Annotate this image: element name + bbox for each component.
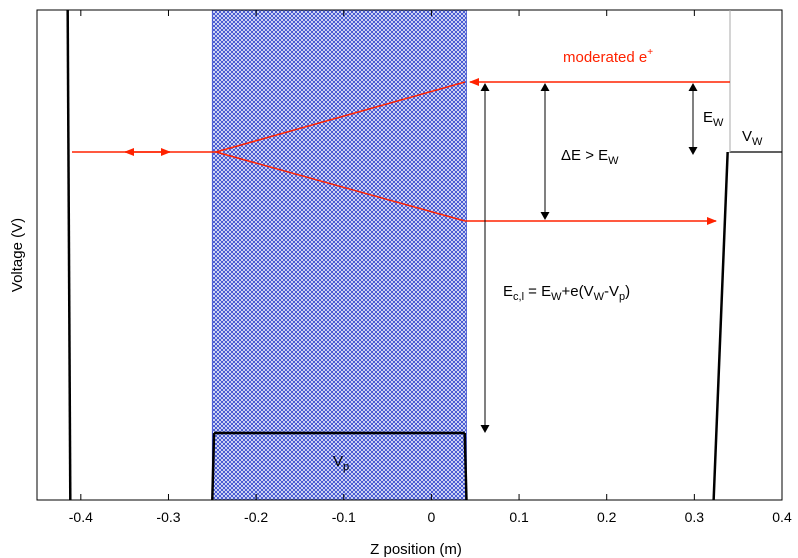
x-tick-label: 0: [428, 509, 436, 525]
x-tick-label: -0.1: [332, 509, 356, 525]
upper-diagonal-line: [215, 81, 466, 153]
vw-label: VW: [742, 128, 763, 148]
delta-e-label: ΔE > EW: [561, 147, 619, 167]
x-axis-label: Z position (m): [370, 541, 462, 558]
positron-trajectories: [72, 78, 730, 225]
x-tick-label: 0.2: [597, 509, 617, 525]
energy-dimension-arrows: [480, 83, 698, 433]
potential-plug-right-edge: [463, 432, 468, 501]
plot-frame: [36, 9, 783, 501]
potential-right-barrier-rise: [712, 151, 729, 501]
x-tick-label: -0.4: [69, 509, 93, 525]
lower-diagonal-line: [215, 151, 466, 222]
ew-label: EW: [703, 109, 724, 129]
plug-region: [211, 9, 467, 501]
x-tick-label: 0.1: [509, 509, 529, 525]
x-tick-label: -0.2: [244, 509, 268, 525]
moderated-positron-label: moderated e+: [563, 47, 653, 66]
potential-left-wall: [66, 9, 72, 501]
ecl-label: Ec,l = EW+e(VW-Vp): [503, 283, 630, 303]
x-tick-label: -0.3: [156, 509, 180, 525]
x-tick-label: 0.3: [685, 509, 705, 525]
x-tick-label: 0.4: [772, 509, 792, 525]
potential-curves: [66, 9, 782, 501]
y-axis-label: Voltage (V): [9, 218, 26, 292]
x-axis-ticks: -0.4 -0.3 -0.2 -0.1 0 0.1 0.2 0.3 0.4: [69, 10, 792, 525]
vp-label: Vp: [333, 453, 349, 473]
potential-plug-left-edge: [211, 432, 216, 501]
